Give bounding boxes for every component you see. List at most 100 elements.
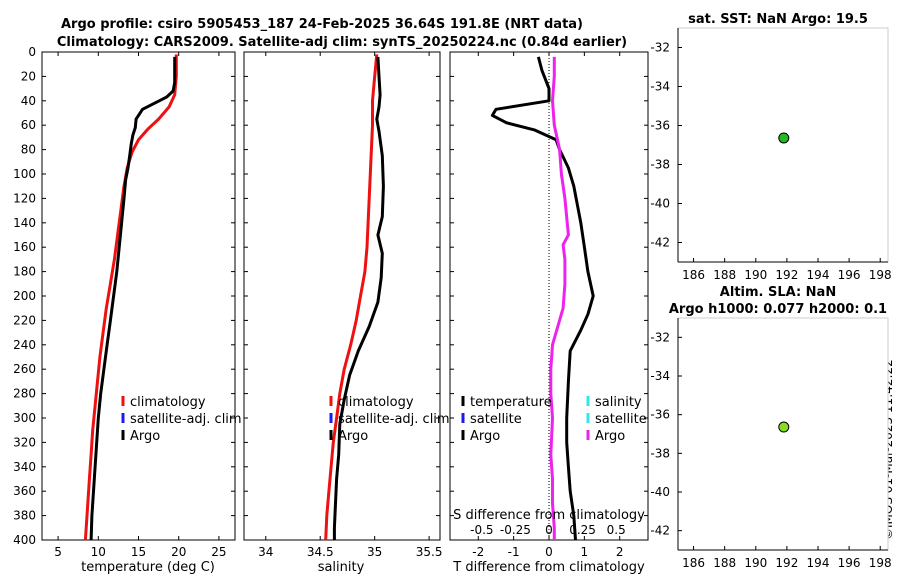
map-x-tick-label: 192 <box>775 268 798 282</box>
y-tick-label: 200 <box>13 289 36 303</box>
y-tick-label: 340 <box>13 460 36 474</box>
x-tick-label: 0 <box>545 545 553 559</box>
map-y-tick-label: -38 <box>650 158 670 172</box>
legend-label: satellite-adj. clim <box>130 412 242 427</box>
y-tick-label: 100 <box>13 167 36 181</box>
y-tick-label: 60 <box>21 118 36 132</box>
y-tick-label: 40 <box>21 94 36 108</box>
x-tick-label: 10 <box>91 545 106 559</box>
legend-label: Argo <box>470 429 500 444</box>
plot-frame <box>243 51 441 541</box>
y-tick-label: 260 <box>13 362 36 376</box>
map-frame <box>677 317 889 551</box>
sst-map-title: sat. SST: NaN Argo: 19.5 <box>688 12 868 27</box>
y-tick-label: 0 <box>28 45 36 59</box>
map-y-tick-label: -34 <box>650 80 670 94</box>
x-tick-label: 20 <box>171 545 186 559</box>
x-tick-label: 2 <box>616 545 624 559</box>
map-x-tick-label: 186 <box>682 556 705 570</box>
x-tick-label: -2 <box>472 545 484 559</box>
legend-label: satellite <box>595 412 647 427</box>
y-tick-label: 220 <box>13 313 36 327</box>
sla-map-title: Altim. SLA: NaN <box>720 285 836 300</box>
temperature-axis-label: temperature (deg C) <box>81 560 215 575</box>
x-tick-label: 35.5 <box>416 545 443 559</box>
title-line-2: Climatology: CARS2009. Satellite-adj cli… <box>57 35 627 50</box>
series-line-climatology <box>83 54 178 541</box>
x-tick-label: 35 <box>367 545 382 559</box>
map-x-tick-label: 198 <box>869 556 892 570</box>
legend-label: climatology <box>130 395 206 410</box>
temperature-panel: 5 10 15 20 25 0 20 40 60 80 100 120 140 160 180 200 220 2… <box>13 45 242 559</box>
legend-label: satellite <box>470 412 522 427</box>
map-y-tick-label: -34 <box>650 369 670 383</box>
sla-map-panel: 186 188 190 192 194 196 198 -32 -34 -36 -38 -40 -42 <box>650 317 892 570</box>
x-tick-label: -1 <box>508 545 520 559</box>
map-y-tick-label: -32 <box>650 330 670 344</box>
y-tick-label: 400 <box>13 533 36 547</box>
difference-panel: -2 -1 0 1 2-0.5 -0.25 0 0.25 0.5temperaturesatel… <box>449 51 649 559</box>
map-frame <box>677 27 889 263</box>
s-tick-label: 0.5 <box>607 523 626 537</box>
y-tick-label: 80 <box>21 143 36 157</box>
map-y-tick-label: -36 <box>650 408 670 422</box>
map-x-tick-label: 194 <box>807 268 830 282</box>
map-y-tick-label: -42 <box>650 524 670 538</box>
y-tick-label: 140 <box>13 216 36 230</box>
s-difference-axis-label: S difference from climatology <box>453 508 645 523</box>
map-x-tick-label: 188 <box>713 268 736 282</box>
t-difference-axis-label: T difference from climatology <box>452 560 645 575</box>
x-tick-label: 5 <box>54 545 62 559</box>
legend-label: Argo <box>338 429 368 444</box>
legend-label: salinity <box>595 395 642 410</box>
map-x-tick-label: 190 <box>744 556 767 570</box>
map-x-tick-label: 198 <box>869 268 892 282</box>
legend-label: temperature <box>470 395 552 410</box>
sla-map-title-2: Argo h1000: 0.077 h2000: 0.1 <box>669 302 887 317</box>
series-line-argo <box>332 56 385 540</box>
map-x-tick-label: 186 <box>682 268 705 282</box>
y-tick-label: 240 <box>13 338 36 352</box>
salinity-axis-label: salinity <box>318 560 365 575</box>
map-x-tick-label: 190 <box>744 268 767 282</box>
y-tick-label: 160 <box>13 240 36 254</box>
x-tick-label: 25 <box>211 545 226 559</box>
legend-label: satellite-adj. clim <box>338 412 450 427</box>
map-y-tick-label: -40 <box>650 197 670 211</box>
salinity-panel: 34 34.5 35 35.5 climatology satellite-adj. cl… <box>243 51 450 559</box>
y-tick-label: 20 <box>21 69 36 83</box>
sst-map-panel: 186 188 190 192 194 196 198 -32 -34 -36 -38 -40 -42 <box>650 27 892 282</box>
x-tick-label: 34.5 <box>307 545 334 559</box>
map-y-tick-label: -42 <box>650 236 670 250</box>
legend-label: Argo <box>130 429 160 444</box>
map-x-tick-label: 192 <box>775 556 798 570</box>
map-y-tick-label: -38 <box>650 446 670 460</box>
map-y-tick-label: -40 <box>650 485 670 499</box>
map-y-tick-label: -36 <box>650 119 670 133</box>
map-x-tick-label: 194 <box>807 556 830 570</box>
plot-frame <box>41 51 236 541</box>
y-tick-label: 320 <box>13 435 36 449</box>
float-position-marker <box>778 132 790 144</box>
series-line-argo <box>89 56 177 541</box>
s-tick-label: -0.25 <box>500 523 531 537</box>
x-tick-label: 34 <box>258 545 273 559</box>
float-position-marker <box>778 421 790 433</box>
y-tick-label: 180 <box>13 265 36 279</box>
series-line-climatology <box>324 54 379 541</box>
y-tick-label: 300 <box>13 411 36 425</box>
map-x-tick-label: 196 <box>838 556 861 570</box>
legend-label: climatology <box>338 395 414 410</box>
s-tick-label: 0 <box>545 523 553 537</box>
map-x-tick-label: 196 <box>838 268 861 282</box>
s-tick-label: -0.5 <box>470 523 493 537</box>
y-tick-label: 280 <box>13 387 36 401</box>
map-x-tick-label: 188 <box>713 556 736 570</box>
map-y-tick-label: -32 <box>650 41 670 55</box>
legend-label: Argo <box>595 429 625 444</box>
y-tick-label: 120 <box>13 191 36 205</box>
y-tick-label: 380 <box>13 509 36 523</box>
y-tick-label: 360 <box>13 484 36 498</box>
x-tick-label: 1 <box>581 545 589 559</box>
